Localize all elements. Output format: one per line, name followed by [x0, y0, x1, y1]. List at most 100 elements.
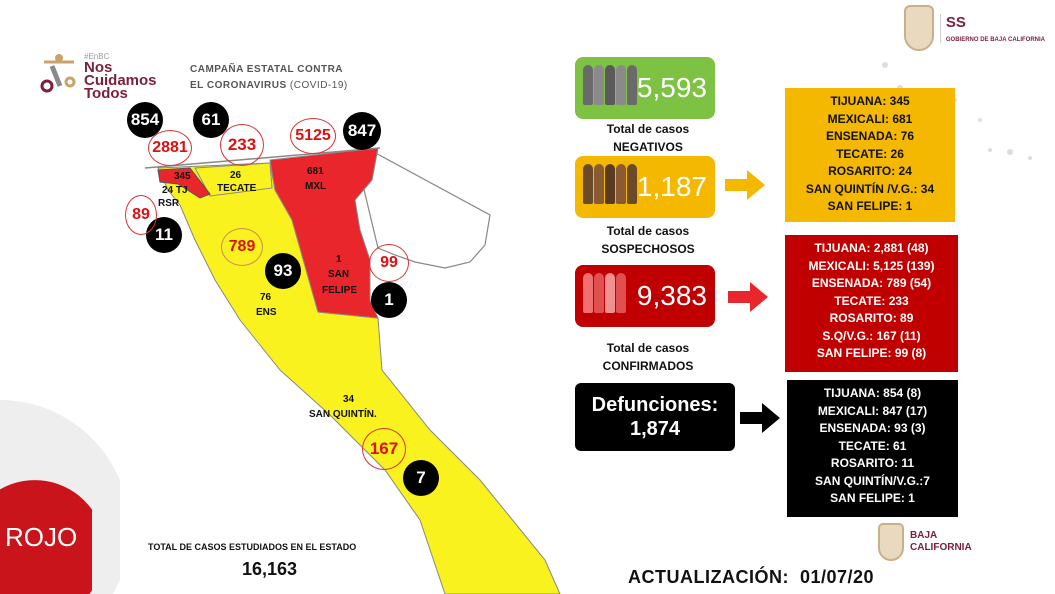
baja-california-map: [144, 147, 561, 594]
state-shield-icon: [878, 523, 904, 561]
gov-abbr: SS: [945, 13, 966, 31]
breakdown-item: MEXICALI: 681: [827, 111, 913, 126]
deaths-san-quintin: 7: [403, 460, 439, 496]
logo-line-2: Cuidamos: [84, 72, 157, 89]
suspects-value: 1,187: [636, 171, 707, 202]
arrow-right-icon: [728, 282, 768, 312]
deaths-san-felipe: 1: [371, 282, 407, 318]
campaign-title: CAMPAÑA ESTATAL CONTRA EL CORONAVIRUS (C…: [190, 62, 348, 94]
label-mxl-num: 681: [307, 166, 324, 177]
breakdown-item: TIJUANA: 2,881 (48): [814, 241, 929, 255]
campaign-line-2: EL CORONAVIRUS: [190, 80, 287, 91]
baja-california-logo: BAJA CALIFORNIA: [878, 523, 972, 561]
confirmed-tijuana: 2881: [148, 130, 192, 166]
arrow-right-icon: [725, 170, 765, 200]
confirmed-line1: Total de casos: [606, 341, 690, 355]
confirmed-tecate: 233: [220, 124, 264, 166]
breakdown-item: ROSARITO: 24: [828, 164, 912, 178]
campaign-line-1: CAMPAÑA ESTATAL CONTRA: [190, 64, 344, 75]
breakdown-item: SAN QUINTÍN /V.G.: 34: [805, 181, 935, 196]
breakdown-item: SAN QUINTÍN/V.G.:7: [815, 473, 930, 488]
confirmed-rosarito: 89: [125, 195, 157, 235]
breakdown-item: TIJUANA: 854 (8): [823, 386, 922, 400]
total-studied-label: TOTAL DE CASOS ESTUDIADOS EN EL ESTADO: [148, 542, 357, 552]
people-icon: [583, 164, 637, 204]
label-ens-num: 76: [260, 292, 272, 303]
logo-line-1: Nos: [84, 59, 113, 76]
family-logo-icon: [40, 54, 76, 93]
suspects-line2: SOSPECHOSOS: [601, 242, 695, 256]
breakdown-item: S.Q/V.G.: 167 (11): [822, 328, 921, 343]
region-tijuana-red: [157, 167, 211, 199]
update-label: ACTUALIZACIÓN:: [628, 567, 789, 587]
deaths-ensenada: 93: [265, 253, 301, 289]
label-tj-num: 345: [174, 171, 191, 182]
breakdown-item: ROSARITO: 11: [830, 456, 915, 470]
bc-logo-line1: BAJA: [910, 530, 938, 541]
negatives-line2: NEGATIVOS: [613, 140, 683, 154]
breakdown-item: MEXICALI: 847 (17): [817, 403, 928, 418]
label-sq: SAN QUINTÍN.: [309, 409, 377, 420]
label-rsr: RSR: [158, 198, 180, 209]
breakdown-item: ROSARITO: 89: [829, 311, 914, 325]
breakdown-item: TIJUANA: 345: [830, 94, 910, 108]
breakdown-item: SAN FELIPE: 1: [827, 199, 913, 213]
total-studied-value: 16,163: [242, 559, 298, 579]
state-shield-icon: [903, 5, 934, 51]
confirmed-ensenada: 789: [221, 228, 263, 266]
label-tecate: TECATE: [217, 183, 257, 194]
label-tecate-num: 26: [230, 170, 242, 181]
label-sf2: FELIPE: [322, 285, 358, 296]
negatives-value: 5,593: [636, 72, 707, 103]
label-ens: ENS: [256, 307, 277, 318]
breakdown-item: MEXICALI: 5,125 (139): [808, 258, 935, 273]
confirmed-box: 9,383: [575, 265, 715, 327]
negatives-caption: Total de casos NEGATIVOS: [568, 120, 728, 156]
sonora-outline: [354, 149, 491, 269]
semaforo-label: ROJO: [5, 522, 78, 552]
deaths-box: Defunciones: 1,874: [575, 383, 735, 451]
breakdown-item: TECATE: 26: [836, 146, 904, 161]
campaign-suffix: (COVID-19): [289, 80, 348, 91]
breakdown-item: ENSENADA: 789 (54): [811, 276, 932, 290]
deaths-label: Defunciones:: [591, 394, 719, 416]
bc-logo-line2: CALIFORNIA: [910, 542, 972, 553]
label-mxl: MXL: [305, 181, 327, 192]
label-sq-num: 34: [343, 394, 355, 405]
hashtag: #EnBC: [84, 52, 110, 61]
breakdown-item: SAN FELIPE: 99 (8): [816, 346, 927, 360]
negatives-line1: Total de casos: [606, 122, 690, 136]
semaforo-badge: [0, 480, 92, 594]
deaths-mexicali: 847: [343, 112, 381, 150]
us-border: [144, 147, 381, 169]
label-sf1: SAN: [328, 269, 350, 280]
people-icon: [583, 273, 626, 313]
confirmed-caption: Total de casos CONFIRMADOS: [568, 339, 728, 375]
deaths-breakdown: TIJUANA: 854 (8) MEXICALI: 847 (17) ENSE…: [787, 380, 958, 517]
update-line: ACTUALIZACIÓN: 01/07/20: [628, 567, 874, 588]
region-mexicali-red: [269, 147, 379, 319]
arrow-right-icon: [740, 403, 780, 433]
breakdown-item: TECATE: 61: [838, 438, 907, 453]
confirmed-mexicali: 5125: [290, 118, 336, 154]
deaths-value: 1,874: [629, 418, 681, 440]
breakdown-item: SAN FELIPE: 1: [830, 491, 915, 505]
breakdown-item: ENSENADA: 93 (3): [819, 421, 926, 435]
breakdown-item: ENSENADA: 76: [825, 129, 915, 143]
negatives-box: 5,593: [575, 57, 715, 119]
confirmed-breakdown: TIJUANA: 2,881 (48) MEXICALI: 5,125 (139…: [785, 235, 958, 372]
suspects-caption: Total de casos SOSPECHOSOS: [568, 222, 728, 258]
gobierno-logo: SS GOBIERNO DE BAJA CALIFORNIA: [903, 5, 1045, 51]
gov-name: GOBIERNO DE BAJA CALIFORNIA: [945, 36, 1045, 43]
suspects-box: 1,187: [575, 156, 715, 218]
label-sf-num: 1: [336, 254, 342, 265]
nos-cuidamos-logo: #EnBC Nos Cuidamos Todos: [40, 52, 157, 102]
suspects-line1: Total de casos: [606, 224, 690, 238]
confirmed-line2: CONFIRMADOS: [602, 359, 694, 373]
confirmed-san-quintin: 167: [362, 428, 406, 470]
update-date: 01/07/20: [800, 567, 875, 587]
breakdown-item: TECATE: 233: [834, 293, 909, 308]
logo-line-3: Todos: [84, 85, 128, 102]
suspects-breakdown: TIJUANA: 345 MEXICALI: 681 ENSENADA: 76 …: [785, 88, 955, 222]
confirmed-value: 9,383: [636, 280, 707, 311]
